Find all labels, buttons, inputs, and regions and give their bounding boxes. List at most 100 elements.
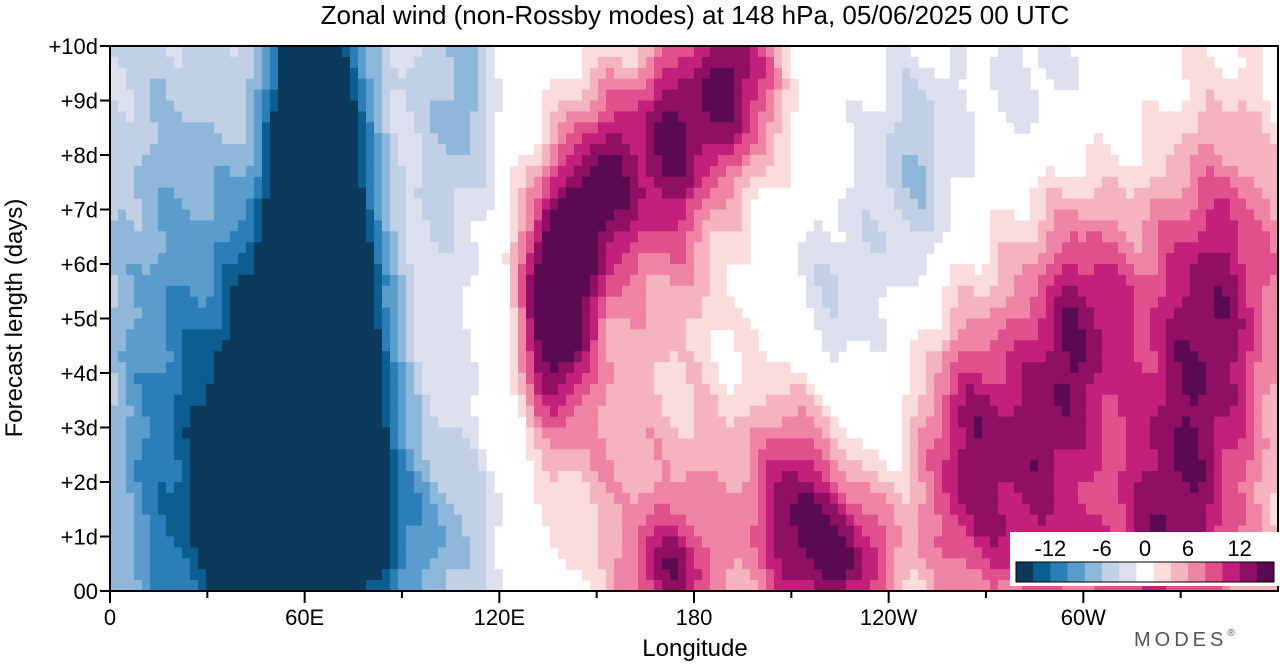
heatmap-cell — [430, 492, 447, 505]
heatmap-cell — [902, 155, 919, 167]
heatmap-cell — [262, 144, 271, 156]
heatmap-cell — [598, 111, 615, 123]
heatmap-cell — [366, 122, 375, 134]
heatmap-cell — [510, 329, 519, 341]
heatmap-cell — [350, 56, 359, 69]
heatmap-cell — [374, 318, 383, 330]
heatmap-cell — [246, 122, 255, 134]
heatmap-cell — [246, 100, 255, 112]
heatmap-cell — [382, 373, 391, 385]
heatmap-cell — [806, 383, 815, 396]
heatmap-cell — [110, 514, 135, 527]
heatmap-cell — [678, 536, 687, 548]
heatmap-cell — [998, 242, 1047, 254]
heatmap-cell — [966, 525, 975, 538]
heatmap-cell — [862, 525, 887, 538]
heatmap-cell — [558, 405, 575, 418]
heatmap-cell — [518, 296, 527, 309]
heatmap-cell — [686, 580, 695, 592]
heatmap-cell — [1118, 220, 1143, 232]
heatmap-cell — [902, 427, 911, 439]
heatmap-cell — [590, 449, 607, 461]
heatmap-cell — [1038, 285, 1047, 298]
heatmap-cell — [550, 122, 559, 134]
heatmap-cell — [534, 198, 543, 211]
heatmap-cell — [1102, 329, 1135, 341]
y-tick-label: +1d — [61, 525, 98, 550]
heatmap-cell — [110, 394, 119, 407]
heatmap-cell — [366, 176, 375, 189]
heatmap-cell — [1086, 340, 1103, 352]
heatmap-cell — [1198, 198, 1215, 211]
heatmap-cell — [662, 471, 671, 483]
heatmap-cell — [406, 460, 415, 472]
heatmap-cell — [934, 176, 951, 189]
heatmap-cell — [254, 133, 263, 145]
heatmap-cell — [918, 525, 943, 538]
heatmap-cell — [942, 351, 959, 363]
heatmap-cell — [1094, 318, 1135, 330]
heatmap-cell — [382, 165, 391, 178]
heatmap-cell — [1214, 296, 1231, 309]
heatmap-cell — [854, 144, 887, 156]
heatmap-cell — [1246, 416, 1255, 429]
heatmap-cell — [766, 558, 783, 570]
heatmap-cell — [830, 307, 839, 320]
heatmap-cell — [406, 427, 423, 439]
heatmap-cell — [454, 231, 471, 243]
heatmap-cell — [846, 471, 879, 483]
heatmap-cell — [126, 209, 143, 221]
heatmap-cell — [830, 482, 839, 494]
heatmap-cell — [534, 285, 591, 298]
heatmap-cell — [966, 438, 1087, 450]
heatmap-cell — [1094, 373, 1167, 385]
heatmap-cell — [902, 460, 911, 472]
heatmap-cell — [606, 482, 623, 494]
heatmap-cell — [526, 438, 535, 450]
heatmap-cell — [1134, 525, 1151, 538]
heatmap-cell — [150, 416, 175, 429]
heatmap-cell — [366, 46, 383, 58]
heatmap-cell — [246, 111, 255, 123]
heatmap-cell — [1014, 274, 1039, 287]
heatmap-cell — [382, 155, 391, 167]
heatmap-cell — [702, 89, 735, 102]
heatmap-cell — [982, 373, 1007, 385]
heatmap-cell — [382, 264, 391, 276]
heatmap-cell — [174, 405, 191, 418]
heatmap-cell — [214, 264, 223, 276]
heatmap-cell — [638, 209, 687, 221]
heatmap-cell — [686, 209, 695, 221]
heatmap-cell — [142, 155, 255, 167]
heatmap-cell — [942, 525, 967, 538]
heatmap-cell — [198, 580, 207, 592]
heatmap-cell — [182, 427, 391, 439]
heatmap-cell — [830, 492, 839, 505]
heatmap-cell — [398, 285, 407, 298]
heatmap-cell — [918, 514, 943, 527]
heatmap-cell — [902, 176, 927, 189]
heatmap-cell — [654, 558, 663, 570]
heatmap-cell — [398, 274, 407, 287]
heatmap-cell — [406, 285, 415, 298]
heatmap-cell — [374, 274, 383, 287]
heatmap-cell — [662, 394, 695, 407]
heatmap-cell — [550, 111, 567, 123]
heatmap-cell — [702, 296, 735, 309]
heatmap-cell — [1086, 503, 1127, 516]
heatmap-cell — [782, 122, 791, 134]
heatmap-cell — [406, 220, 431, 232]
heatmap-cell — [710, 231, 751, 243]
heatmap-cell — [958, 482, 999, 494]
heatmap-cell — [654, 580, 663, 592]
heatmap-cell — [606, 264, 615, 276]
heatmap-cell — [110, 558, 135, 570]
heatmap-cell — [902, 78, 919, 91]
heatmap-cell — [902, 165, 927, 178]
heatmap-cell — [350, 67, 359, 80]
heatmap-cell — [462, 514, 487, 527]
heatmap-cell — [830, 427, 847, 439]
heatmap-cell — [670, 460, 751, 472]
heatmap-cell — [422, 133, 439, 145]
heatmap-cell — [182, 340, 223, 352]
